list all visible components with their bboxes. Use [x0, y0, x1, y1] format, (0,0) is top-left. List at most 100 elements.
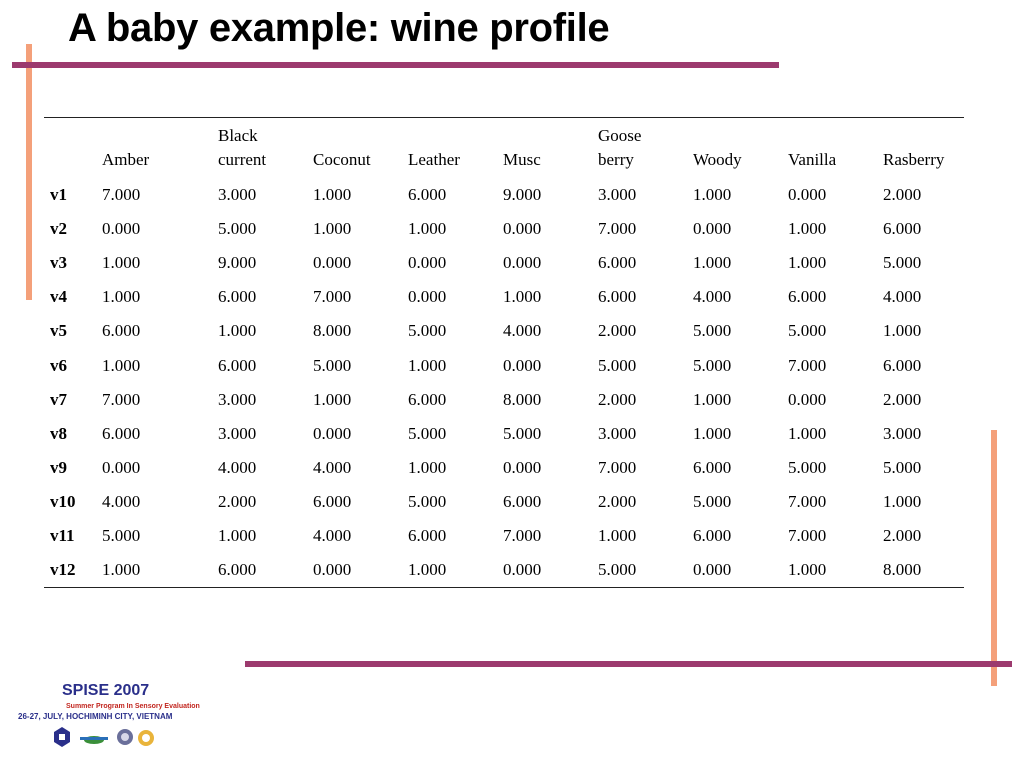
- table-cell: 2.000: [598, 491, 637, 511]
- row-label: v10: [50, 491, 76, 511]
- table-cell: 7.000: [788, 491, 827, 511]
- table-cell: 1.000: [693, 389, 732, 409]
- table-cell: 3.000: [883, 423, 922, 443]
- table-cell: 3.000: [218, 185, 257, 205]
- row-label: v7: [50, 389, 67, 409]
- table-cell: 1.000: [102, 355, 141, 375]
- table-cell: 1.000: [693, 185, 732, 205]
- top-accent-bar: [12, 62, 779, 68]
- table-cell: 0.000: [788, 389, 827, 409]
- table-cell: 5.000: [503, 423, 542, 443]
- table-cell: 4.000: [883, 287, 922, 307]
- table-cell: 0.000: [693, 219, 732, 239]
- logo-program: Summer Program In Sensory Evaluation: [66, 703, 200, 710]
- table-cell: 4.000: [693, 287, 732, 307]
- table-cell: 3.000: [598, 185, 637, 205]
- table-cell: 0.000: [503, 457, 542, 477]
- table-cell: 8.000: [313, 321, 352, 341]
- row-label: v1: [50, 185, 67, 205]
- table-cell: 7.000: [598, 457, 637, 477]
- table-cell: 6.000: [598, 253, 637, 273]
- left-accent-bar: [26, 44, 32, 300]
- table-cell: 1.000: [408, 355, 447, 375]
- table-cell: 1.000: [218, 321, 257, 341]
- table-cell: 1.000: [598, 525, 637, 545]
- table-cell: 1.000: [408, 219, 447, 239]
- column-header: Woody: [693, 150, 742, 169]
- table-cell: 0.000: [503, 553, 598, 589]
- table-cell: 6.000: [102, 321, 141, 341]
- table-row: v1 7.000 3.000 1.000 6.000 9.000 3.000 1.000 0.0…: [44, 178, 964, 212]
- table-cell: 7.000: [598, 219, 637, 239]
- table-cell: 1.000: [102, 553, 218, 589]
- bottom-accent-bar: [245, 661, 1012, 667]
- table-cell: 5.000: [408, 423, 447, 443]
- table-cell: 1.000: [313, 219, 352, 239]
- table-cell: 0.000: [102, 219, 141, 239]
- row-label: v2: [50, 219, 67, 239]
- table-cell: 6.000: [218, 553, 313, 589]
- table-cell: 5.000: [313, 355, 352, 375]
- table-cell: 5.000: [598, 553, 693, 589]
- table-cell: 1.000: [788, 253, 827, 273]
- table-cell: 7.000: [503, 525, 542, 545]
- table-row: v10 4.000 2.000 6.000 5.000 6.000 2.000 5.000 7.…: [44, 485, 964, 519]
- table-cell: 3.000: [218, 389, 257, 409]
- corner-cell: [44, 118, 102, 179]
- table-cell: 1.000: [693, 423, 732, 443]
- column-header: Leather: [408, 150, 460, 169]
- column-header: Coconut: [313, 150, 371, 169]
- table-cell: 5.000: [883, 457, 922, 477]
- table-cell: 7.000: [788, 355, 827, 375]
- table-cell: 7.000: [313, 287, 352, 307]
- table-row: v6 1.000 6.000 5.000 1.000 0.000 5.000 5.000 7.0…: [44, 348, 964, 382]
- table-cell: 5.000: [788, 321, 827, 341]
- table-cell: 1.000: [102, 287, 141, 307]
- table-cell: 1.000: [218, 525, 257, 545]
- table-cell: 5.000: [218, 219, 257, 239]
- row-label: v4: [50, 287, 67, 307]
- column-header: Musc: [503, 150, 541, 169]
- spise-logo: SPISE 2007 Summer Program In Sensory Eva…: [14, 682, 204, 752]
- table-cell: 0.000: [503, 253, 542, 273]
- table-cell: 0.000: [408, 287, 447, 307]
- table-row: v9 0.000 4.000 4.000 1.000 0.000 7.000 6.000 5.0…: [44, 451, 964, 485]
- table-cell: 5.000: [408, 321, 447, 341]
- row-label: v11: [50, 525, 75, 545]
- table-cell: 0.000: [313, 253, 352, 273]
- row-label: v8: [50, 423, 67, 443]
- table-cell: 6.000: [408, 389, 447, 409]
- column-header: Goose berry: [598, 126, 642, 169]
- table-row: v12 1.000 6.000 0.000 1.000 0.000 5.000 0.000 1.…: [44, 553, 964, 589]
- table-cell: 1.000: [503, 287, 542, 307]
- table-cell: 3.000: [598, 423, 637, 443]
- table-cell: 5.000: [102, 525, 141, 545]
- table-cell: 6.000: [883, 219, 922, 239]
- table-cell: 6.000: [408, 525, 447, 545]
- table-cell: 9.000: [218, 253, 257, 273]
- column-header: Rasberry: [883, 150, 945, 169]
- wine-profile-table-container: Amber Black current Coconut Leather Musc …: [44, 117, 964, 589]
- table-cell: 5.000: [598, 355, 637, 375]
- table-cell: 1.000: [883, 491, 922, 511]
- table-cell: 1.000: [788, 423, 827, 443]
- table-row: v5 6.000 1.000 8.000 5.000 4.000 2.000 5.000 5.0…: [44, 314, 964, 348]
- row-label: v3: [50, 253, 67, 273]
- row-label: v5: [50, 321, 67, 341]
- table-cell: 2.000: [883, 389, 922, 409]
- table-cell: 5.000: [408, 491, 447, 511]
- table-cell: 1.000: [788, 553, 883, 589]
- table-row: v7 7.000 3.000 1.000 6.000 8.000 2.000 1.000 0.0…: [44, 383, 964, 417]
- table-cell: 0.000: [503, 219, 542, 239]
- table-cell: 0.000: [788, 185, 827, 205]
- table-cell: 5.000: [788, 457, 827, 477]
- table-cell: 1.000: [693, 253, 732, 273]
- table-cell: 2.000: [218, 491, 257, 511]
- table-cell: 2.000: [883, 525, 922, 545]
- table-header-row: Amber Black current Coconut Leather Musc …: [44, 117, 964, 179]
- table-cell: 6.000: [313, 491, 352, 511]
- table-cell: 1.000: [788, 219, 827, 239]
- wine-profile-table: Amber Black current Coconut Leather Musc …: [44, 117, 964, 589]
- table-cell: 8.000: [883, 553, 964, 589]
- table-cell: 8.000: [503, 389, 542, 409]
